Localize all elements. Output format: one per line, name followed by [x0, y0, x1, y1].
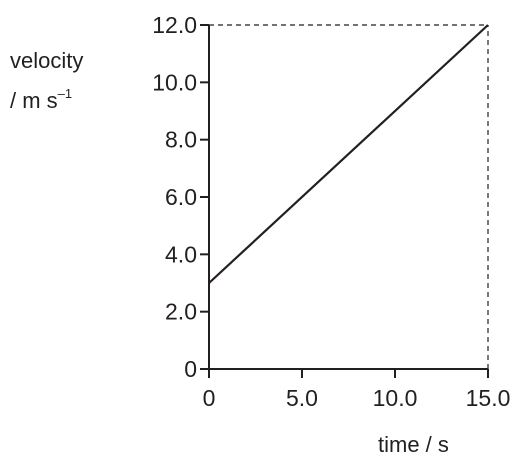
axes	[208, 25, 488, 370]
y-axis-unit-exponent: –1	[58, 86, 72, 101]
x-tick-label: 15.0	[466, 385, 511, 411]
x-tick-label: 0	[203, 385, 216, 411]
y-tick-label: 8.0	[165, 127, 197, 153]
y-tick-label: 0	[184, 356, 197, 382]
reference-lines	[209, 24, 489, 369]
x-axis-title: time / s	[378, 432, 449, 457]
x-tick-label: 5.0	[286, 385, 318, 411]
y-axis-title-line2: / m s–1	[10, 86, 72, 113]
series	[208, 24, 489, 284]
x-tick-label: 10.0	[373, 385, 418, 411]
y-tick-label: 2.0	[165, 299, 197, 325]
y-axis-unit: / m s	[10, 88, 58, 113]
y-tick-label: 6.0	[165, 184, 197, 210]
y-axis-title-line1: velocity	[10, 48, 83, 73]
y-tick-label: 4.0	[165, 241, 197, 267]
ticks: 0 2.0 4.0 6.0 8.0 10.0 12.0 0 5.0 10.0 15.0	[152, 12, 510, 411]
y-tick-label: 12.0	[152, 12, 197, 38]
velocity-line	[208, 24, 489, 284]
y-tick-label: 10.0	[152, 69, 197, 95]
